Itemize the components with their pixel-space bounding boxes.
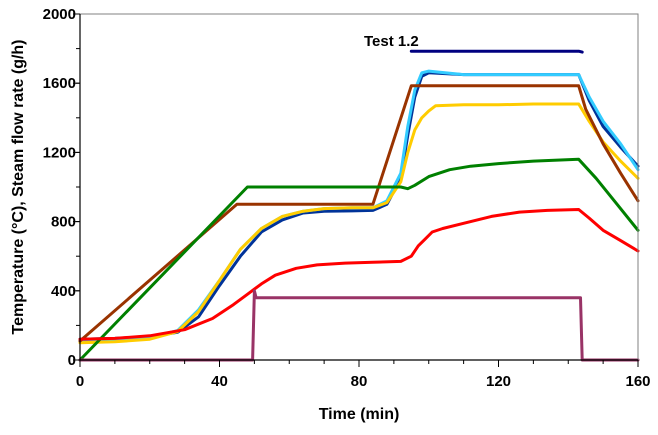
x-tick-label: 0: [76, 373, 84, 390]
x-tick-label: 160: [625, 373, 650, 390]
y-tick-label: 2000: [43, 6, 76, 23]
y-axis-title: Temperature (°C), Steam flow rate (g/h): [10, 39, 27, 334]
series-line-3: [78, 102, 640, 345]
y-tick-label: 400: [51, 283, 76, 300]
y-tick-label: 1200: [43, 144, 76, 161]
x-tick-label: 80: [351, 373, 368, 390]
x-tick-label: 120: [486, 373, 511, 390]
y-tick-label: 1600: [43, 75, 76, 92]
series-line-2: [78, 69, 640, 343]
x-axis-title: Time (min): [319, 406, 400, 423]
series-line-4: [78, 84, 640, 343]
test-annotation: Test 1.2: [364, 33, 419, 50]
series-line-6: [78, 157, 640, 362]
series-line-7: [78, 208, 640, 341]
series-line-5: [409, 49, 584, 54]
x-tick-label: 40: [211, 373, 228, 390]
y-tick-label: 0: [68, 352, 76, 369]
series-line-8: [78, 289, 640, 362]
plot-area: [78, 49, 640, 362]
y-tick-label: 800: [51, 214, 76, 231]
series-line-1: [78, 71, 640, 341]
